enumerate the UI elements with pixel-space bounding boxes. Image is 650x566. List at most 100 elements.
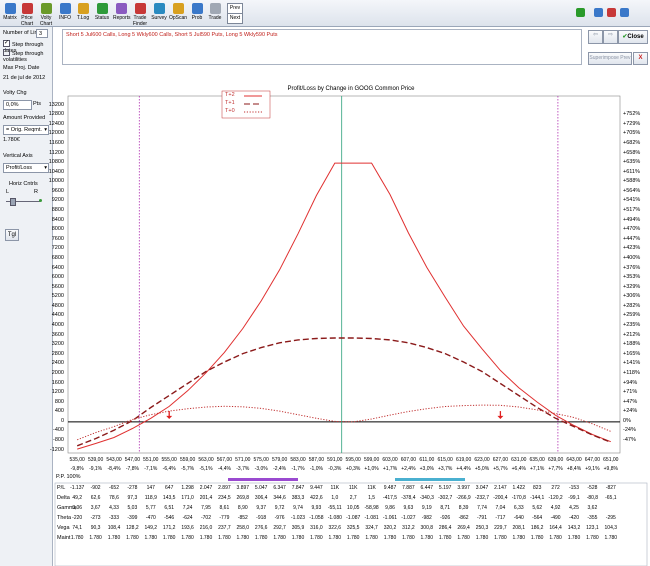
table-cell: 104,3 [604, 525, 618, 531]
toolbar-button-reports[interactable]: Reports [113, 1, 131, 25]
check-icon: ✔ [622, 34, 628, 40]
close-button[interactable]: ✔Close [618, 30, 648, 44]
table-row-label: Vega [57, 525, 70, 531]
toolbar-button-info[interactable]: INFO [57, 1, 73, 25]
table-cell: 647 [165, 485, 174, 491]
toolbar-button-trade[interactable]: Trade [207, 1, 223, 25]
table-cell: 1,0 [331, 495, 339, 501]
step-vol-option[interactable]: Step through volatilities [3, 49, 52, 63]
x-pct-label: +5,7% [493, 466, 508, 472]
amount-value: 1.780€ [3, 137, 20, 143]
table-cell: 8,61 [219, 505, 230, 511]
table-cell: -624 [182, 515, 193, 521]
lines-input[interactable]: 3 [36, 29, 48, 38]
toolbar-button-label: Trade Finder [132, 15, 148, 27]
vaxis-select[interactable]: Profit/Loss ▾ [3, 163, 49, 173]
x-tick-label: 623,00 [474, 457, 490, 463]
x-pct-label: -4,4% [217, 466, 231, 472]
right-tick-label: +682% [623, 139, 641, 146]
settings-icon[interactable] [607, 8, 616, 17]
x-pct-label: +9,8% [603, 466, 618, 472]
table-cell: -232,7 [474, 495, 490, 501]
y-tick-label: 7200 [51, 245, 64, 252]
cancel-button[interactable]: X [633, 52, 648, 65]
toggle-button[interactable]: Tgl [5, 229, 19, 241]
table-cell: 2.047 [199, 485, 213, 491]
x-pct-label: -3,0% [254, 466, 268, 472]
help-icon[interactable] [594, 8, 603, 17]
table-cell: -640 [513, 515, 524, 521]
toolbar-button-survey[interactable]: Survey [151, 1, 167, 25]
table-cell: 186,2 [530, 525, 544, 531]
table-cell: 3,62 [587, 505, 598, 511]
table-cell: 1.780 [512, 535, 526, 541]
amount-select[interactable]: = Orig. Reqmt. ▾ [3, 125, 49, 135]
toolbar-button-price-chart[interactable]: Price Chart [19, 1, 35, 27]
volty-chart-icon [40, 3, 52, 14]
superimpose-button[interactable]: Superimpose Prev [588, 52, 632, 65]
x-tick-label: 567,00 [216, 457, 233, 463]
refresh-icon[interactable] [576, 8, 585, 17]
prob-icon [191, 3, 203, 14]
step-vol-checkbox[interactable] [3, 49, 10, 56]
table-cell: 128,2 [126, 525, 139, 531]
toolbar-button-volty-chart[interactable]: Volty Chart [37, 1, 55, 27]
table-cell: -355 [587, 515, 598, 521]
window-icon[interactable] [620, 8, 629, 17]
table-cell: 1.780 [438, 535, 452, 541]
table-cell: -399 [127, 515, 138, 521]
next-button[interactable]: Next [227, 13, 243, 24]
toolbar-button-opscan[interactable]: OpScan [169, 1, 187, 25]
table-cell: 306,4 [254, 495, 268, 501]
table-row-label: P/L [57, 485, 66, 491]
left-panel: Number of Lines 3 ✓ Step through dates St… [0, 27, 53, 566]
table-cell: -827 [605, 485, 616, 491]
back-button[interactable]: ⇦ [588, 30, 603, 44]
toolbar-button-status[interactable]: Status [93, 1, 111, 25]
y-tick-label: 9600 [51, 187, 64, 194]
table-cell: -1.023 [290, 515, 306, 521]
y-tick-label: 7600 [51, 235, 64, 242]
horiz-slider[interactable] [6, 198, 42, 206]
y-tick-label: 4800 [51, 302, 64, 309]
toolbar-button-t-log[interactable]: T.Log [75, 1, 91, 25]
max-proj-value: 21 de jul de 2012 [3, 75, 46, 81]
right-tick-label: +611% [623, 168, 640, 175]
slider-handle[interactable] [10, 198, 16, 206]
x-tick-label: 551,00 [143, 457, 159, 463]
y-tick-label: 2400 [51, 360, 64, 367]
table-cell: 201,4 [199, 495, 213, 501]
amount-label: Amount Provided [3, 115, 46, 121]
legend-label: T+2 [225, 92, 235, 98]
table-cell: 250,3 [475, 525, 489, 531]
table-cell: 269,4 [457, 525, 470, 531]
toolbar-button-matrix[interactable]: Matrix [3, 1, 17, 25]
y-tick-label: 8800 [51, 207, 64, 213]
x-pct-label: -1,7% [291, 466, 305, 472]
table-cell: -490 [550, 515, 561, 521]
step-dates-checkbox[interactable]: ✓ [3, 40, 10, 47]
lines-label: Number of Lines [3, 30, 44, 36]
toolbar-button-trade-finder[interactable]: Trade Finder [131, 1, 149, 27]
x-pct-label: +0,3% [346, 466, 361, 472]
table-cell: 1.780 [365, 535, 378, 541]
x-pct-label: -8,4% [107, 466, 121, 472]
table-cell: 322,6 [328, 525, 342, 531]
table-cell: -333 [108, 515, 119, 521]
table-cell: 149,2 [144, 525, 158, 531]
arrow-left-icon: ⇦ [592, 32, 599, 38]
table-cell: -99,1 [568, 495, 580, 501]
table-row-label: Maint [57, 535, 71, 541]
x-tick-label: 539,00 [87, 457, 104, 463]
volty-input[interactable]: 0,0% [3, 100, 32, 110]
table-cell: 320,2 [383, 525, 397, 531]
right-tick-label: +588% [623, 178, 641, 185]
table-cell: 324,7 [365, 525, 378, 531]
toolbar-button-prob[interactable]: Prob [189, 1, 205, 25]
table-cell: 3.047 [475, 485, 489, 491]
table-cell: 6,51 [164, 505, 175, 511]
x-tick-label: 579,00 [271, 457, 288, 463]
forward-button[interactable]: ⇨ [603, 30, 618, 44]
right-tick-label: +353% [623, 274, 641, 281]
